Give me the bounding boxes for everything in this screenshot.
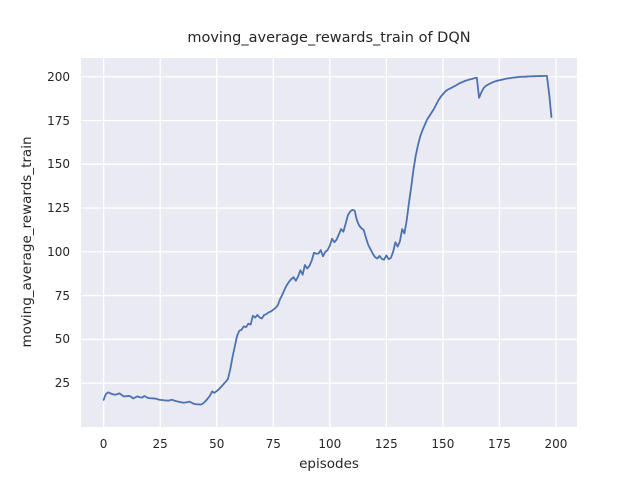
y-axis-label: moving_average_rewards_train: [19, 136, 35, 348]
x-axis-label: episodes: [299, 456, 359, 472]
y-tick-label: 75: [54, 288, 70, 303]
y-tick-label: 100: [47, 244, 70, 259]
x-tick-label: 125: [374, 437, 398, 451]
chart-canvas: [81, 58, 577, 427]
x-tick-label: 25: [152, 437, 168, 451]
plot-area: [81, 58, 577, 427]
x-tick-label: 200: [544, 437, 568, 451]
x-tick-label: 175: [487, 437, 511, 451]
y-tick-label: 125: [47, 201, 70, 216]
y-tick-label: 200: [47, 69, 70, 84]
x-tick-label: 50: [209, 437, 225, 451]
x-tick-label: 100: [318, 437, 342, 451]
y-tick-label: 25: [54, 376, 70, 391]
y-tick-label: 50: [54, 332, 70, 347]
y-tick-label: 175: [47, 113, 70, 128]
y-tick-label: 150: [47, 157, 70, 172]
series-line: [102, 74, 553, 406]
x-tick-label: 0: [99, 437, 108, 451]
x-tick-label: 75: [265, 437, 281, 451]
chart-title: moving_average_rewards_train of DQN: [187, 30, 471, 46]
x-tick-label: 150: [431, 437, 455, 451]
